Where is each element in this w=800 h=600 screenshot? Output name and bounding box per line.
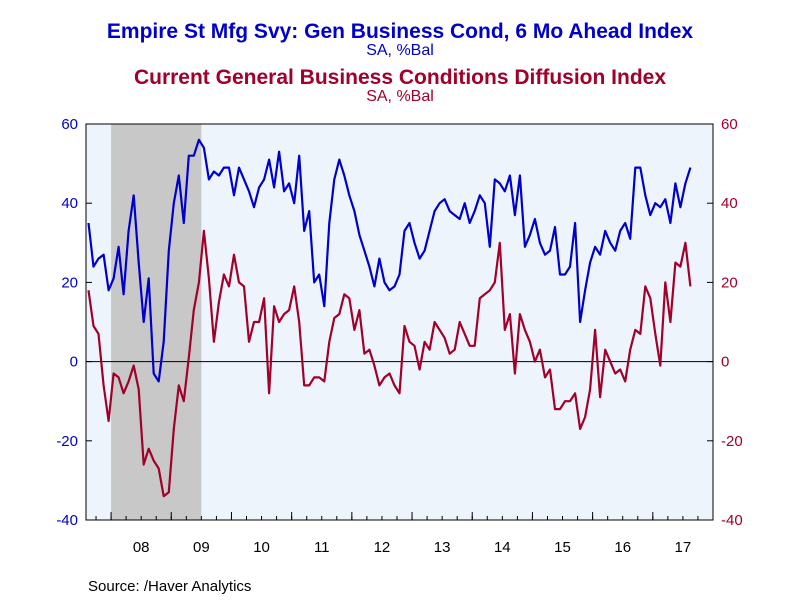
chart-title-red: Current General Business Conditions Diff… [133, 66, 667, 89]
chart-subtitle-red: SA, %Bal [366, 88, 434, 105]
y-tick-label-left: -40 [56, 512, 78, 529]
series-line-current_conditions [87, 229, 692, 498]
plot-frame [85, 123, 714, 521]
chart-subtitle-blue: SA, %Bal [366, 42, 434, 59]
y-tick-label-left: 20 [61, 274, 78, 291]
y-tick-label-right: -40 [721, 512, 743, 529]
y-tick-label-right: 40 [721, 195, 738, 212]
x-tick-label: 14 [494, 539, 511, 556]
x-tick-label: 11 [314, 539, 330, 556]
y-tick-label-right: 0 [721, 354, 729, 371]
x-tick-label: 12 [374, 539, 391, 556]
y-tick-label-right: 20 [721, 274, 738, 291]
x-tick-label: 13 [434, 539, 451, 556]
x-tick-label: 16 [614, 539, 631, 556]
x-tick-label: 17 [675, 539, 692, 556]
chart-title-blue: Empire St Mfg Svy: Gen Business Cond, 6 … [106, 20, 694, 43]
series-line-six_month_ahead [87, 138, 692, 383]
y-tick-label-right: 60 [721, 116, 738, 133]
source-note: Source: /Haver Analytics [88, 578, 252, 595]
x-tick-label: 10 [253, 539, 270, 556]
y-tick-label-right: -20 [721, 433, 743, 450]
x-tick-label: 08 [133, 539, 150, 556]
x-tick-label: 15 [554, 539, 571, 556]
x-tick-label: 09 [193, 539, 210, 556]
y-tick-label-left: 40 [61, 195, 78, 212]
y-tick-label-left: -20 [56, 433, 78, 450]
y-tick-label-left: 60 [61, 116, 78, 133]
y-tick-label-left: 0 [70, 354, 78, 371]
